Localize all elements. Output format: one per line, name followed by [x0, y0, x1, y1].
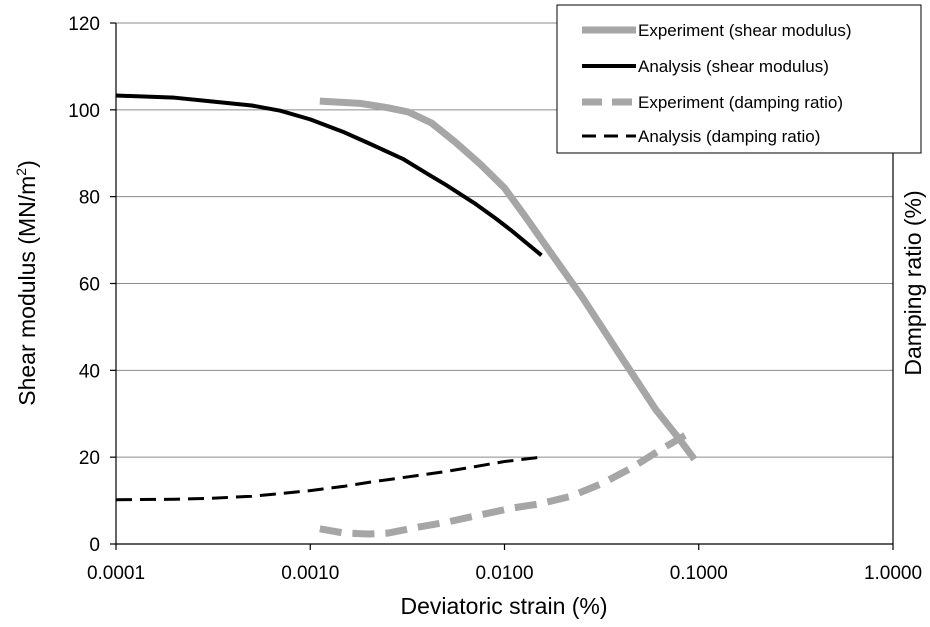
- y-tick-label-4: 80: [79, 188, 100, 209]
- x-tick-label-2: 0.0100: [475, 563, 533, 584]
- x-tick-label-3: 0.1000: [670, 563, 728, 584]
- x-tick-label-4: 1.0000: [864, 563, 922, 584]
- y-tick-label-6: 120: [68, 14, 100, 35]
- legend-label-3: Analysis (damping ratio): [638, 127, 820, 146]
- series-line-2: [319, 432, 687, 538]
- y-tick-label-3: 60: [79, 275, 100, 296]
- series-line-0: [319, 97, 698, 462]
- legend-entry-1: Analysis (shear modulus): [582, 57, 829, 76]
- y-axis-title-left: Shear modulus (MN/m2): [13, 160, 40, 406]
- legend-entry-3: Analysis (damping ratio): [582, 127, 820, 146]
- legend: Experiment (shear modulus) Analysis (she…: [556, 4, 922, 154]
- y-axis-title-left-superscript: 2: [13, 168, 29, 176]
- legend-label-0: Experiment (shear modulus): [638, 21, 852, 40]
- axes: [110, 22, 894, 550]
- legend-entry-2: Experiment (damping ratio): [582, 93, 843, 112]
- x-axis-title: Deviatoric strain (%): [400, 593, 607, 619]
- x-tick-label-1: 0.0010: [281, 563, 339, 584]
- y-tick-label-2: 40: [79, 361, 100, 382]
- series-line-1: [115, 93, 543, 257]
- y-axis-title-left-close: ): [14, 160, 40, 168]
- y-axis-title-left-main: Shear modulus (MN/m: [14, 176, 40, 406]
- y-tick-label-0: 0: [89, 535, 100, 556]
- series-layer: [115, 93, 698, 538]
- legend-label-1: Analysis (shear modulus): [638, 57, 829, 76]
- y-axis-title-right: Damping ratio (%): [900, 190, 926, 375]
- legend-entry-0: Experiment (shear modulus): [582, 21, 852, 40]
- x-tick-label-0: 0.0001: [87, 563, 145, 584]
- series-line-3: [115, 455, 542, 502]
- y-tick-label-1: 20: [79, 448, 100, 469]
- y-tick-label-5: 100: [68, 101, 100, 122]
- y-tick-labels: 0 20 40 60 80 100 120: [68, 14, 100, 556]
- x-tick-labels: 0.0001 0.0010 0.0100 0.1000 1.0000: [87, 563, 922, 584]
- gridlines: [116, 22, 893, 458]
- legend-label-2: Experiment (damping ratio): [638, 93, 843, 112]
